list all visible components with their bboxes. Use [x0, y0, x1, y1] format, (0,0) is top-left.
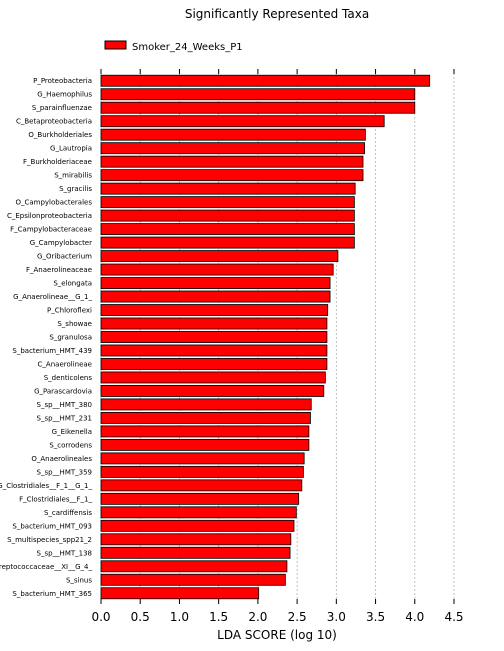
- x-tick-label: 0.0: [91, 610, 110, 624]
- category-label: F_Campylobacteraceae: [10, 226, 92, 234]
- x-tick-label: 1.0: [170, 610, 189, 624]
- bar: [100, 155, 364, 168]
- bar: [100, 385, 325, 397]
- category-label: F_Clostridiales__F_1_: [19, 495, 92, 503]
- x-tick-label: 3.0: [327, 610, 346, 624]
- category-label: S_sp__HMT_138: [37, 549, 92, 557]
- bar: [100, 587, 260, 600]
- bar: [100, 115, 385, 128]
- x-axis-ticks: 0.0 0.5 1.0 1.5 2.0 2.5 3.0 3.5 4.0 4.5: [91, 69, 464, 624]
- bar: [100, 479, 303, 492]
- bar: [100, 74, 431, 87]
- bar: [100, 506, 297, 519]
- category-label: C_Epsilonproteobacteria: [7, 212, 92, 220]
- bar: [100, 438, 310, 451]
- bar: [100, 344, 328, 357]
- category-label: S_granulosa: [49, 334, 92, 342]
- category-label: O_Anaerolineales: [31, 455, 92, 463]
- bar: [100, 209, 355, 222]
- bar: [100, 290, 331, 303]
- legend-swatch: [104, 40, 127, 50]
- category-label: S_bacterium_HMT_093: [12, 522, 92, 530]
- x-tick-label: 4.5: [444, 610, 463, 624]
- category-label: C_Betaproteobacteria: [16, 118, 92, 126]
- category-label: S_parainfluenzae: [32, 104, 92, 112]
- x-tick-label: 2.0: [248, 610, 267, 624]
- bar: [100, 546, 291, 559]
- bar: [100, 560, 288, 573]
- bar: [100, 223, 355, 236]
- bar: [100, 371, 326, 384]
- bar: [100, 236, 355, 249]
- category-label: F_Anaerolineaceae: [26, 266, 92, 274]
- bar: [100, 304, 329, 316]
- bar: [100, 196, 355, 209]
- category-label: G_Campylobacter: [30, 239, 92, 247]
- category-label: G_Eikenella: [52, 428, 92, 436]
- legend-label: Smoker_24_Weeks_P1: [132, 42, 243, 53]
- x-tick-label: 4.0: [405, 610, 424, 624]
- bar: [100, 573, 286, 586]
- category-label: S_corrodens: [49, 441, 92, 449]
- bar: [100, 331, 328, 343]
- category-label: C_Anaerolineae: [38, 360, 92, 368]
- category-label: S_bacterium_HMT_439: [12, 347, 92, 355]
- category-label: S_gracilis: [59, 185, 92, 193]
- bar: [100, 358, 328, 370]
- bar: [100, 169, 364, 182]
- category-label: S_sp__HMT_380: [37, 401, 92, 409]
- bar: [100, 398, 312, 411]
- x-axis-label: LDA SCORE (log 10): [217, 628, 337, 642]
- bar: [100, 88, 416, 101]
- category-label: P_Proteobacteria: [33, 77, 92, 85]
- x-tick-label: 1.5: [209, 610, 228, 624]
- chart-title: Significantly Represented Taxa: [185, 7, 369, 21]
- bar: [100, 182, 356, 195]
- bar: [100, 317, 328, 330]
- bar: [100, 519, 295, 532]
- bar: [100, 128, 366, 141]
- bar: [100, 411, 311, 424]
- legend: Smoker_24_Weeks_P1: [104, 40, 243, 53]
- category-label: F_Peptostreptococcaceae__XI__G_4_: [0, 563, 92, 571]
- category-label: S_multispecies_spp21_2: [7, 536, 92, 544]
- category-label: G_Haemophilus: [37, 91, 92, 99]
- bar: [100, 452, 305, 465]
- category-label: S_showae: [57, 320, 92, 328]
- x-tick-label: 0.5: [131, 610, 150, 624]
- category-label: P_Chloroflexi: [47, 307, 92, 315]
- category-label: S_mirabilis: [54, 172, 92, 180]
- category-label: S_sp__HMT_359: [37, 468, 92, 476]
- category-label: G_Lautropia: [50, 145, 92, 153]
- x-tick-label: 2.5: [288, 610, 307, 624]
- category-label: O_Burkholderiales: [28, 131, 92, 139]
- category-label: S_sp__HMT_231: [37, 414, 92, 422]
- category-label: S_sinus: [66, 576, 92, 584]
- category-label: G_Clostridiales__F_1__G_1_: [0, 482, 92, 490]
- bar: [100, 425, 310, 438]
- category-label: G_Parascardovia: [34, 387, 92, 395]
- x-tick-label: 3.5: [366, 610, 385, 624]
- bar: [100, 263, 334, 276]
- category-label: F_Burkholderiaceae: [23, 158, 92, 166]
- bars: [100, 74, 431, 600]
- bar: [100, 142, 365, 155]
- bar: [100, 492, 300, 505]
- category-label: S_denticolens: [44, 374, 93, 382]
- category-label: S_bacterium_HMT_365: [12, 590, 92, 598]
- category-label: G_Oribacterium: [37, 253, 92, 261]
- category-label: G_Anaerolineae__G_1_: [13, 293, 92, 301]
- bar: [100, 250, 339, 263]
- bar: [100, 465, 304, 478]
- category-label: S_cardiffensis: [44, 509, 92, 517]
- bar: [100, 101, 416, 114]
- category-label: S_elongata: [53, 280, 92, 288]
- category-label: O_Campylobacterales: [15, 199, 92, 207]
- bar: [100, 277, 331, 289]
- bar: [100, 533, 292, 546]
- category-labels: P_Proteobacteria G_Haemophilus S_parainflu…: [0, 77, 93, 598]
